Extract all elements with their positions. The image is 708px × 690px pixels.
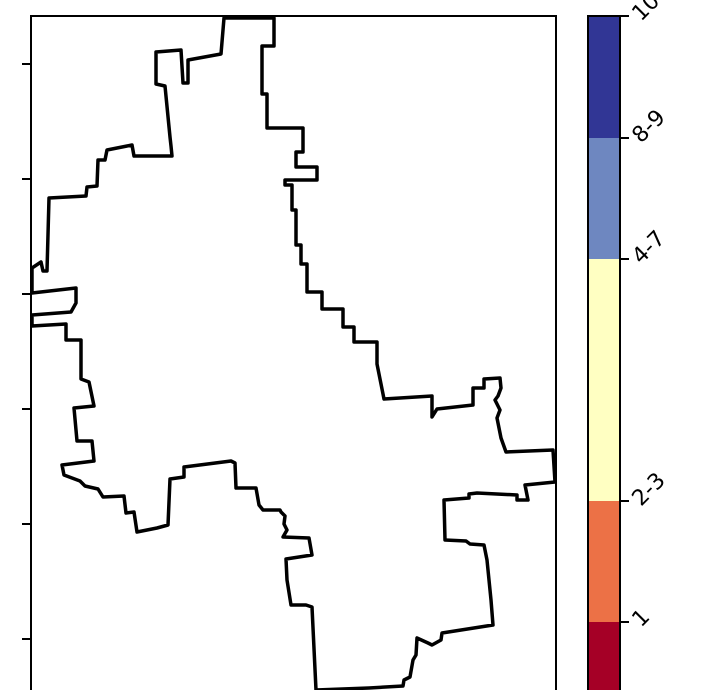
colorbar-label: 4-7	[628, 226, 671, 269]
colorbar-segments	[588, 16, 620, 690]
colorbar-label: 2-3	[628, 468, 671, 511]
colorbar-segment	[588, 259, 620, 501]
map-frame	[30, 15, 557, 690]
map-panel	[22, 15, 557, 690]
colorbar-label: 10	[628, 0, 665, 26]
colorbar-segment	[588, 138, 620, 259]
colorbar-segment	[588, 16, 620, 138]
colorbar: 10 8-9 4-7 2-3 1	[587, 0, 671, 690]
colorbar-ticks	[620, 15, 629, 623]
colorbar-segment	[588, 501, 620, 622]
left-axis-ticks	[22, 63, 31, 640]
colorbar-segment	[588, 622, 620, 690]
colorbar-labels: 10 8-9 4-7 2-3 1	[628, 0, 671, 632]
colorbar-label: 1	[628, 605, 656, 633]
colorbar-label: 8-9	[628, 105, 671, 148]
colorbar-frame	[587, 15, 621, 690]
region-boundary	[30, 16, 557, 690]
